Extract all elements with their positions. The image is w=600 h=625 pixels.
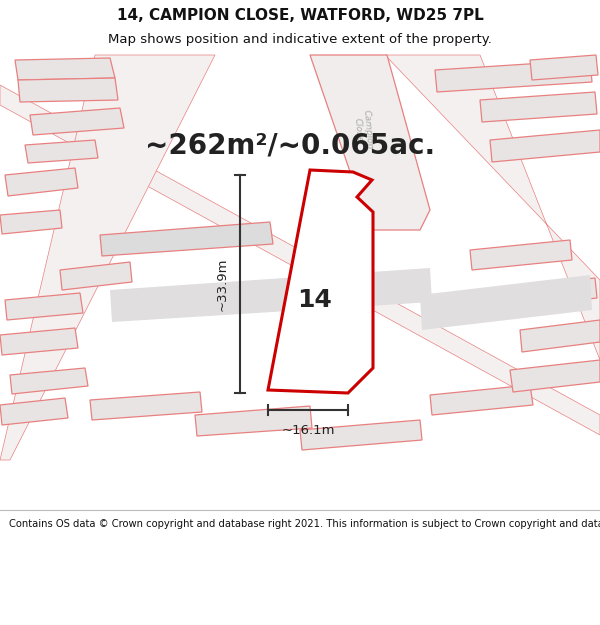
Polygon shape (530, 55, 598, 80)
Text: Contains OS data © Crown copyright and database right 2021. This information is : Contains OS data © Crown copyright and d… (9, 519, 600, 529)
Text: ~33.9m: ~33.9m (215, 258, 229, 311)
Polygon shape (0, 210, 62, 234)
Text: 14, CAMPION CLOSE, WATFORD, WD25 7PL: 14, CAMPION CLOSE, WATFORD, WD25 7PL (116, 8, 484, 22)
Polygon shape (60, 262, 132, 290)
Polygon shape (480, 92, 597, 122)
Polygon shape (10, 368, 88, 394)
Polygon shape (435, 60, 592, 92)
Polygon shape (0, 398, 68, 425)
Text: 14: 14 (298, 288, 332, 312)
Polygon shape (430, 385, 533, 415)
Polygon shape (30, 108, 124, 135)
Polygon shape (100, 222, 273, 256)
Polygon shape (0, 328, 78, 355)
Polygon shape (18, 78, 118, 102)
Polygon shape (5, 293, 83, 320)
Polygon shape (5, 168, 78, 196)
Polygon shape (420, 275, 592, 330)
Polygon shape (110, 268, 432, 322)
Polygon shape (90, 392, 202, 420)
Polygon shape (490, 278, 597, 310)
Polygon shape (15, 58, 115, 80)
Text: ~262m²/~0.065ac.: ~262m²/~0.065ac. (145, 131, 435, 159)
Polygon shape (300, 420, 422, 450)
Polygon shape (0, 55, 215, 460)
Text: Map shows position and indicative extent of the property.: Map shows position and indicative extent… (108, 32, 492, 46)
Text: Campion
Close: Campion Close (352, 109, 374, 151)
Polygon shape (25, 140, 98, 163)
Polygon shape (195, 406, 312, 436)
Polygon shape (510, 360, 600, 392)
Polygon shape (470, 240, 572, 270)
Polygon shape (490, 130, 600, 162)
Text: ~16.1m: ~16.1m (281, 424, 335, 436)
Polygon shape (385, 55, 600, 360)
Polygon shape (520, 320, 600, 352)
Polygon shape (268, 170, 373, 393)
Polygon shape (310, 55, 430, 230)
Polygon shape (0, 85, 600, 435)
